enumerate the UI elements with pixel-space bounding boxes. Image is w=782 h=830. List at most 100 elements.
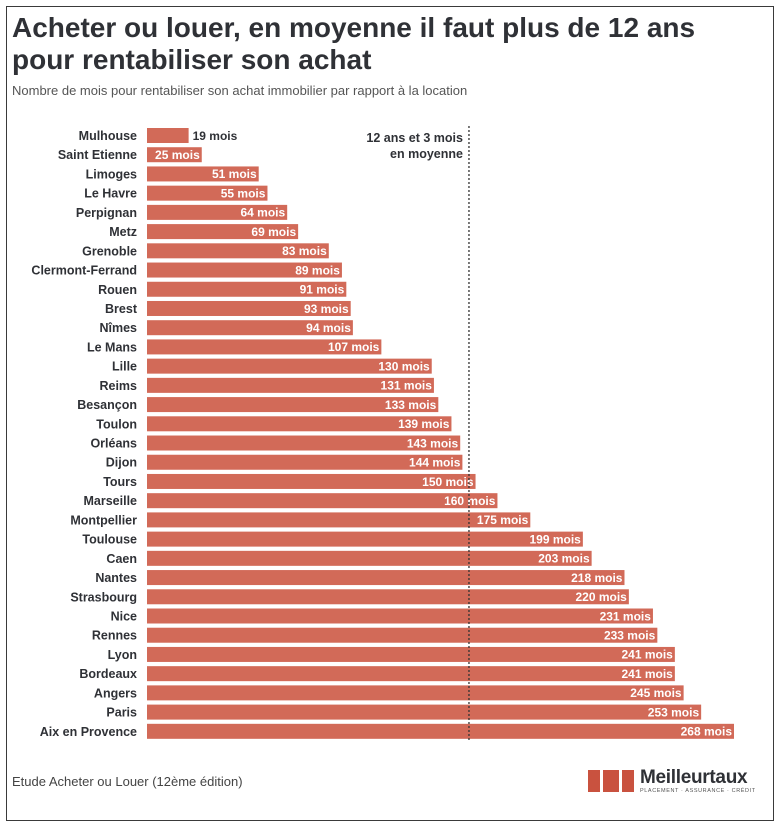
value-label: 199 mois [529,532,581,546]
value-label: 150 mois [422,475,474,489]
bar [147,723,734,739]
value-label: 64 mois [240,206,285,220]
value-label: 83 mois [282,244,327,258]
value-label: 25 mois [155,148,200,162]
value-label: 107 mois [328,340,380,354]
value-label: 130 mois [378,359,430,373]
category-label: Saint Etienne [58,148,137,162]
value-label: 253 mois [648,705,700,719]
category-label: Rennes [92,629,137,643]
value-label: 203 mois [538,552,590,566]
category-label: Montpellier [70,513,137,527]
category-label: Angers [94,686,137,700]
value-label: 19 mois [193,129,238,143]
category-label: Limoges [86,167,137,181]
category-label: Perpignan [76,206,137,220]
value-label: 133 mois [385,398,437,412]
value-label: 51 mois [212,167,257,181]
bar [147,512,531,528]
bars [147,128,734,739]
value-label: 241 mois [621,667,673,681]
value-label: 131 mois [381,379,433,393]
category-label: Rouen [98,283,137,297]
value-label: 268 mois [681,725,733,739]
reference-label-line2: en moyenne [390,147,463,161]
value-label: 231 mois [600,609,652,623]
bar [147,454,463,470]
bar [147,627,658,643]
bar [147,358,432,374]
logo-tagline: PLACEMENT · ASSURANCE · CRÉDIT [640,788,756,794]
bar [147,666,675,682]
bar [147,185,268,201]
category-label: Marseille [83,494,137,508]
bar [147,281,347,297]
chart-subtitle: Nombre de mois pour rentabiliser son ach… [12,83,468,98]
bar [147,262,342,278]
category-label: Toulon [96,417,137,431]
value-label: 160 mois [444,494,496,508]
category-label: Strasbourg [70,590,137,604]
value-label: 175 mois [477,513,529,527]
bar [147,435,461,451]
category-label: Lyon [108,648,137,662]
category-labels: Mulhouse Saint Etienne Limoges Le Havre Perp… [31,129,137,739]
category-label: Caen [106,552,137,566]
value-label: 69 mois [251,225,296,239]
category-label: Besançon [77,398,137,412]
value-label: 139 mois [398,417,450,431]
category-label: Reims [99,379,137,393]
category-label: Orléans [90,437,137,451]
category-label: Paris [106,706,137,720]
logo-mark-icon [588,770,634,792]
category-label: Bordeaux [79,667,137,681]
bar [147,704,702,720]
category-label: Tours [103,475,137,489]
category-label: Lille [112,360,137,374]
bar [147,646,675,662]
reference-label-line1: 12 ans et 3 mois [366,131,463,145]
bar [147,550,592,566]
category-label: Le Mans [87,340,137,354]
bar [147,128,189,143]
chart-title: Acheter ou louer, en moyenne il faut plu… [12,12,696,75]
category-label: Toulouse [82,533,137,547]
bar [147,493,498,509]
value-label: 55 mois [221,186,266,200]
bar [147,166,259,182]
bar [147,570,625,586]
category-label: Brest [105,302,138,316]
value-label: 93 mois [304,302,349,316]
value-label: 144 mois [409,456,461,470]
category-label: Nîmes [99,321,137,335]
value-label: 89 mois [295,263,340,277]
chart-frame [6,6,774,821]
bar [147,416,452,432]
bar [147,531,583,547]
category-label: Clermont-Ferrand [31,264,137,278]
category-label: Grenoble [82,244,137,258]
value-label: 233 mois [604,629,656,643]
logo-name: Meilleurtaux [640,767,748,788]
value-labels: 19 mois 25 mois 51 mois 55 mois 64 mois 69 mo… [155,129,732,739]
bar [147,473,476,489]
bar [147,377,434,393]
category-label: Le Havre [84,187,137,201]
category-label: Nantes [95,571,137,585]
value-label: 143 mois [407,436,459,450]
source-note: Etude Acheter ou Louer (12ème édition) [12,774,243,789]
bar [147,397,439,413]
category-label: Aix en Provence [40,725,137,739]
bar [147,147,202,163]
category-label: Nice [111,610,137,624]
bar [147,300,351,316]
value-label: 218 mois [571,571,623,585]
bar [147,608,653,624]
value-label: 220 mois [575,590,627,604]
bar [147,685,684,701]
bar-chart: Mulhouse Saint Etienne Limoges Le Havre Perp… [31,126,734,741]
value-label: 241 mois [621,648,673,662]
category-label: Dijon [106,456,137,470]
value-label: 245 mois [630,686,682,700]
value-label: 94 mois [306,321,351,335]
